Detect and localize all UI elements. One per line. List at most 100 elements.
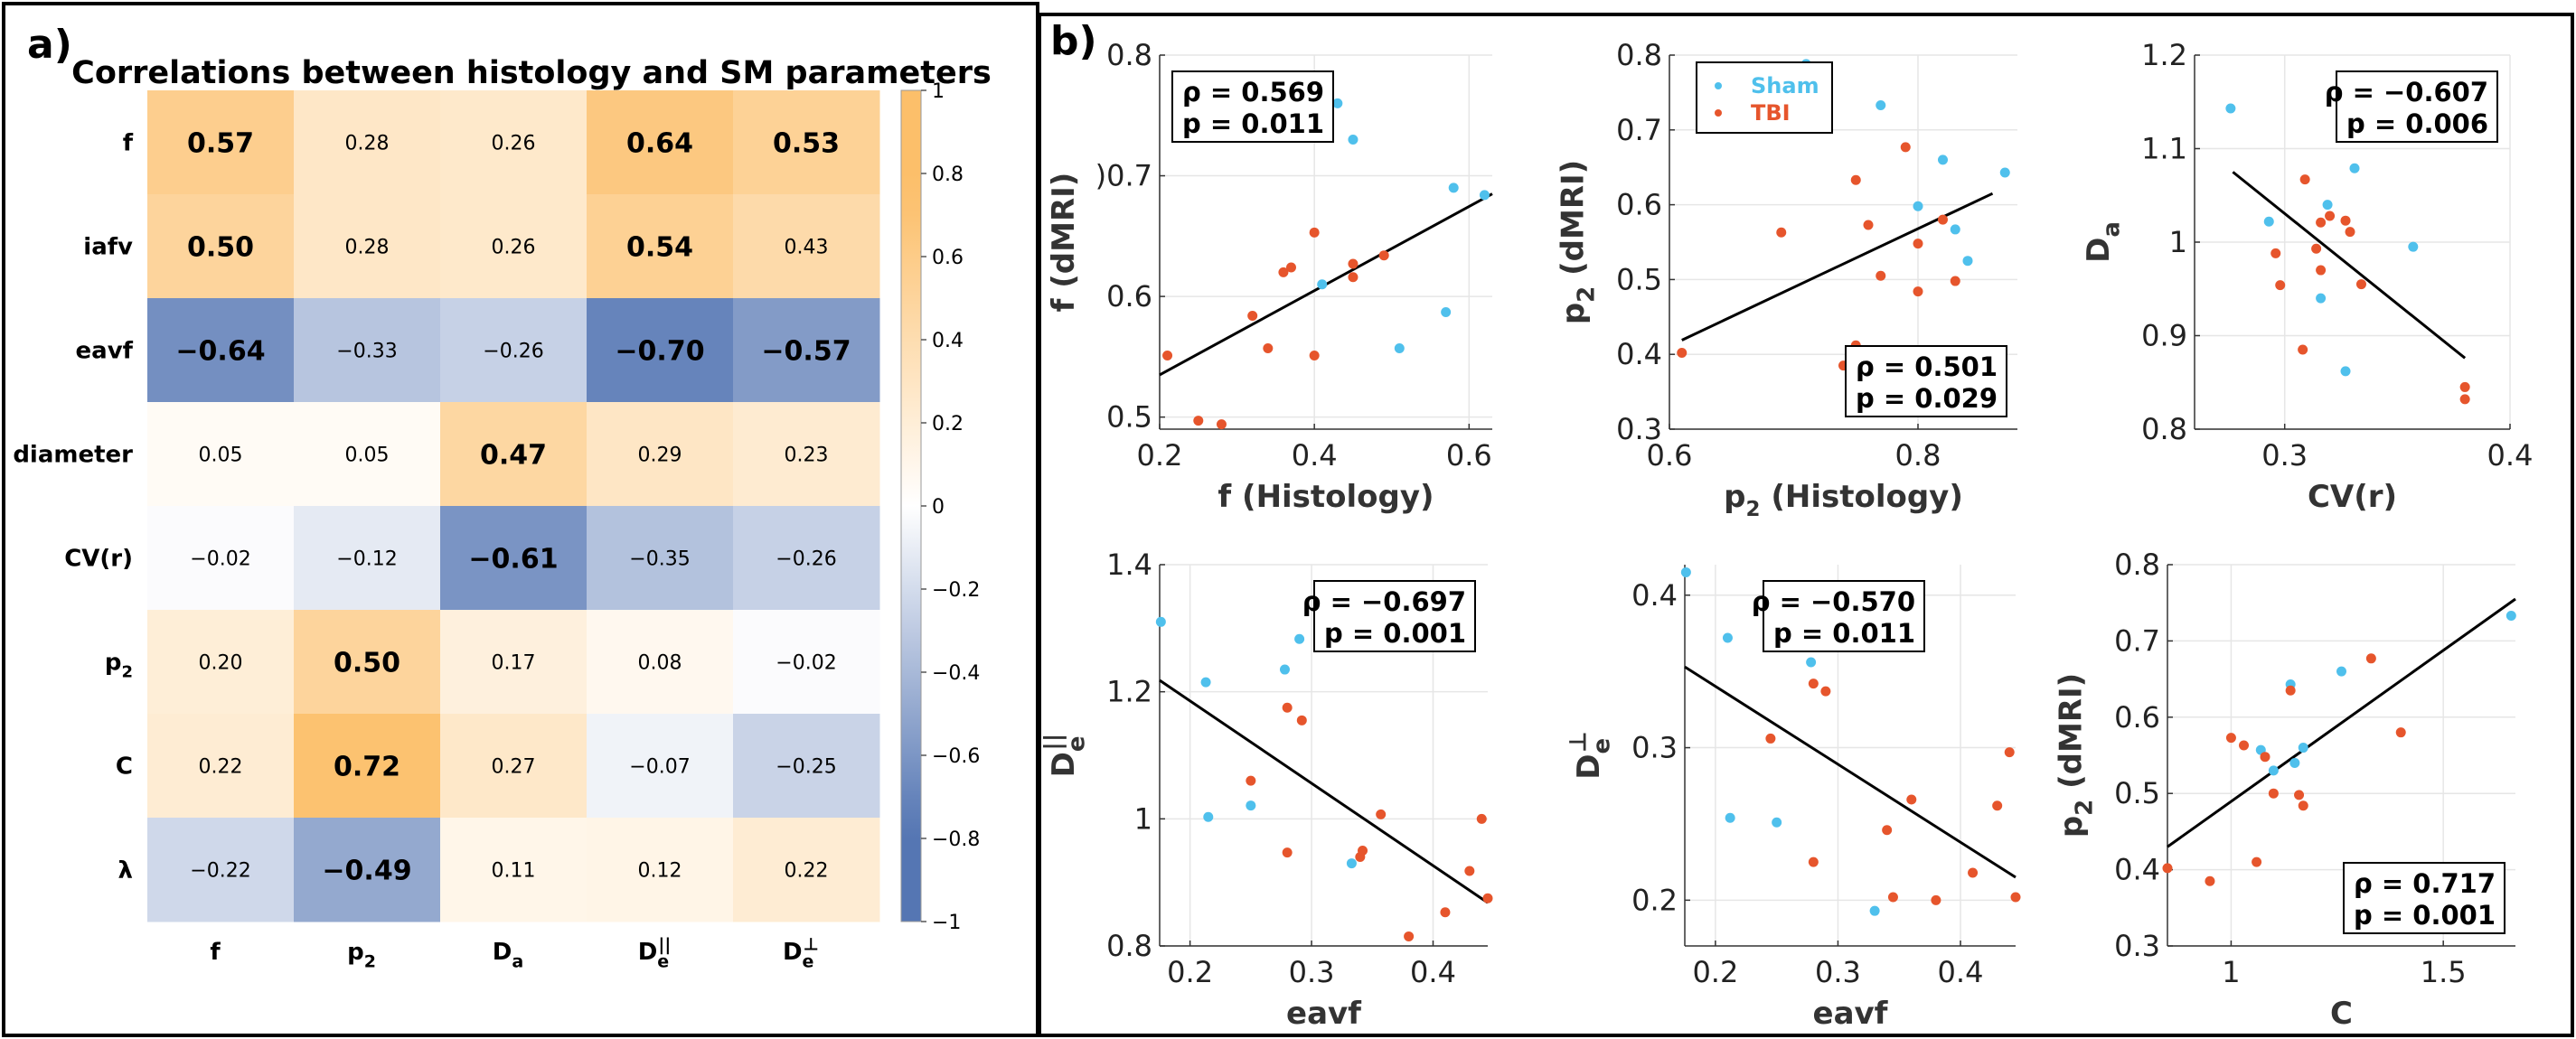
tbi-point (1309, 351, 1320, 361)
tbi-point (2365, 653, 2376, 664)
legend-box (1696, 61, 1833, 134)
tbi-point (1309, 227, 1320, 238)
tbi-point (1404, 931, 1415, 941)
heatmap-col-label: p2 (347, 939, 376, 972)
tbi-point (2325, 211, 2336, 221)
heatmap-cell (294, 506, 441, 611)
y-axis-label: Da (2081, 221, 2126, 263)
label-base: p (2054, 816, 2090, 838)
x-tick-label: 0.2 (1692, 955, 1738, 989)
heatmap-cell (733, 402, 880, 507)
x-tick-label: 0.2 (1167, 955, 1213, 989)
stats-rho: ρ = −0.607 (2325, 77, 2488, 108)
x-axis-label: p2 (Histology) (1724, 479, 1963, 521)
label-superscript: ⊥ (804, 935, 819, 955)
label-base: D (1571, 754, 1607, 780)
label-subscript: e (1589, 738, 1616, 754)
y-tick-label: 0.9 (2141, 319, 2187, 353)
sham-point (1680, 566, 1691, 577)
heatmap-cell (440, 298, 588, 403)
colorbar-bar (900, 89, 922, 922)
sham-point (2349, 163, 2360, 173)
regression-line (1684, 665, 2017, 879)
heatmap-cell (733, 194, 880, 299)
tbi-point (1216, 419, 1227, 430)
label-superscript: || (1040, 734, 1067, 751)
y-tick-label: 0.5 (2114, 776, 2160, 810)
tbi-point (2004, 747, 2015, 758)
label-base: p (1724, 479, 1745, 515)
sham-point (2316, 293, 2327, 304)
label-subscript: e (657, 952, 669, 972)
colorbar-tick-label: −0.6 (932, 745, 980, 768)
label-base: C (116, 754, 133, 781)
y-tick-label: 0.8 (2141, 412, 2187, 446)
heatmap-value: 0.53 (773, 128, 840, 160)
tbi-point (2225, 733, 2236, 744)
sham-point (1348, 134, 1359, 145)
heatmap: 0.57 0.28 0.26 0.64 0.53 0.50 0.28 0.26 0.54 0.43… (147, 90, 880, 922)
label-superscript: || (658, 935, 671, 955)
heatmap-value: −0.57 (761, 336, 851, 368)
tbi-point (1376, 809, 1387, 819)
label-subscript: 2 (1574, 286, 1601, 303)
tbi-point (1900, 142, 1911, 153)
heatmap-cell (440, 506, 588, 611)
label-subscript: e (1064, 736, 1091, 753)
tbi-point (1863, 220, 1874, 230)
sham-point (1962, 256, 1973, 267)
regression-line (2167, 597, 2516, 848)
sham-point (1479, 190, 1490, 201)
tbi-point (1938, 214, 1948, 225)
sham-point (2268, 765, 2279, 776)
colorbar-tick-label: 0.6 (932, 247, 964, 269)
label-subscript: 2 (364, 952, 376, 972)
panel-b-label: b) (1050, 18, 1097, 64)
tbi-point (1850, 174, 1861, 185)
heatmap-value: 0.11 (492, 860, 536, 883)
x-tick-label: 0.4 (1938, 955, 1984, 989)
heatmap-value: 0.57 (187, 128, 254, 160)
tbi-point (2205, 875, 2215, 886)
heatmap-value: 0.29 (638, 445, 682, 467)
sham-point (1999, 167, 2010, 178)
colorbar-tick-label: −0.4 (932, 662, 980, 685)
y-tick-label: 0.3 (2114, 929, 2160, 963)
heatmap-col-label: De|| (638, 935, 672, 972)
heatmap-row-label: λ (118, 857, 133, 885)
sham-point (1869, 905, 1880, 916)
tbi-point (1913, 286, 1923, 297)
heatmap-row-label: diameter (13, 442, 133, 469)
heatmap-cell (587, 194, 734, 299)
heatmap-row-label: f (123, 130, 134, 157)
heatmap-value: −0.22 (190, 860, 250, 883)
stats-p: p = 0.011 (1182, 108, 1324, 139)
x-tick-label: 0.4 (2487, 438, 2534, 473)
tbi-point (2268, 788, 2279, 799)
heatmap-cell (587, 506, 734, 611)
tbi-point (1476, 813, 1487, 824)
heatmap-value: −0.07 (629, 756, 690, 779)
sham-point (2225, 103, 2236, 114)
colorbar-tick-label: 0.4 (932, 330, 964, 352)
stats-box (1313, 580, 1476, 652)
sham-point (1246, 800, 1256, 811)
heatmap-cell (440, 818, 588, 922)
tbi-point (1278, 267, 1289, 277)
heatmap-value: −0.35 (629, 548, 690, 571)
regression-line (2232, 171, 2467, 360)
sham-point (1938, 154, 1948, 165)
sham-point (1294, 633, 1305, 644)
label-base: eavf (1286, 996, 1362, 1032)
x-tick-label: 1.5 (2421, 955, 2467, 989)
tbi-point (1193, 416, 1204, 426)
heatmap-col-labels: f p2 Da De|| De⊥ (210, 935, 819, 972)
tbi-point (1282, 847, 1293, 858)
y-tick-label: 0.8 (1106, 929, 1152, 963)
tbi-point (1285, 262, 1296, 273)
heatmap-value: 0.23 (785, 445, 829, 467)
y-tick-label: 0.8 (1106, 38, 1152, 72)
sham-point (2340, 366, 2351, 377)
label-subscript: 2 (121, 663, 133, 682)
